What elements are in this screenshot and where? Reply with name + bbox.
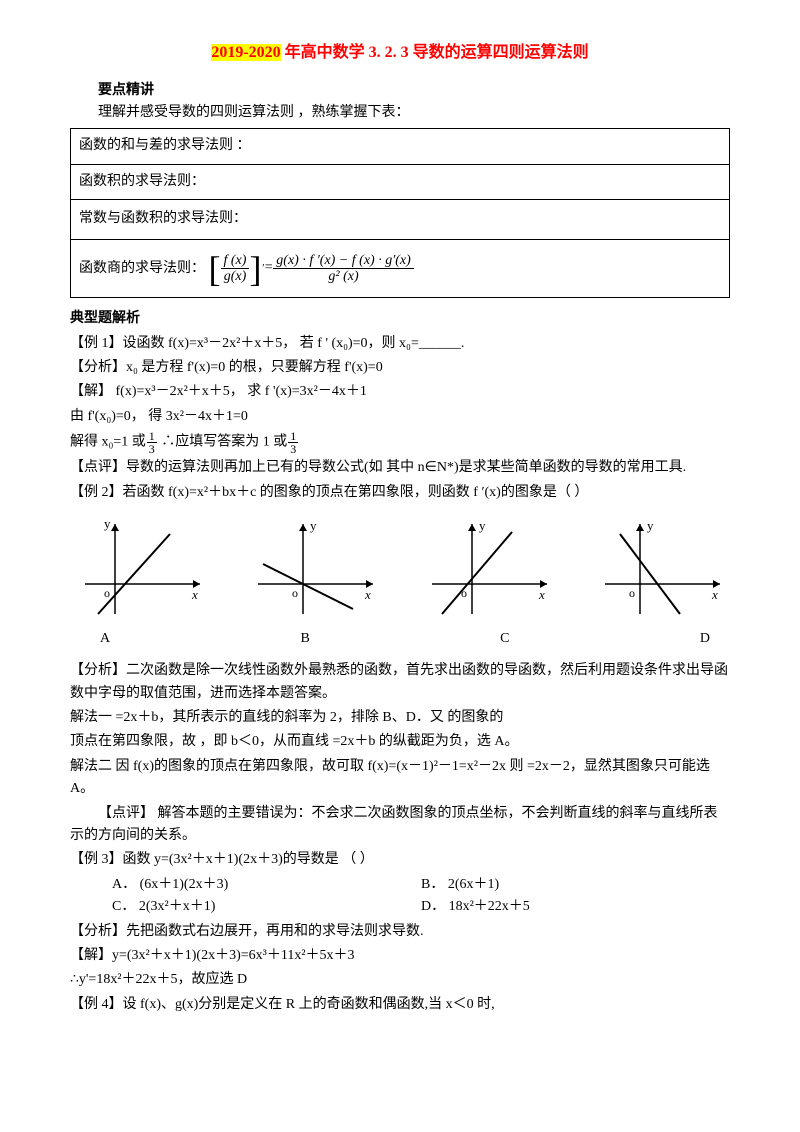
ex3-l1: 【例 3】函数 y=(3x²＋x＋1)(2x＋3)的导数是 （ ） (70, 849, 730, 871)
example-1: 【例 1】设函数 f(x)=x³－2x²＋x＋5， 若 f ' (x₀)=0，则… (70, 333, 730, 480)
left-num: f (x) (221, 253, 250, 269)
title-rest: 年高中数学 3. 2. 3 导数的运算四则运算法则 (281, 44, 589, 61)
ex1-l4: 由 f'(x₀)=0， 得 3x²－4x＋1=0 (70, 406, 730, 428)
ex1-l5b: ∴应填写答案为 1 或 (161, 435, 287, 450)
ex1-l2: 【分析】x₀ 是方程 f'(x)=0 的根，只要解方程 f'(x)=0 (70, 357, 730, 379)
svg-text:y: y (310, 518, 317, 533)
opt-a: A． (6x＋1)(2x＋3) (112, 874, 421, 896)
graph-a: y x o (70, 514, 210, 624)
rule-quotient-label: 函数商的求导法则： (79, 261, 205, 276)
ex1-l6: 【点评】导数的运算法则再加上已有的导数公式(如 其中 n∈N*)是求某些简单函数… (70, 457, 730, 479)
svg-text:y: y (104, 516, 111, 531)
graph-b: y x o (243, 514, 383, 624)
graphs-row: y x o y x o y (70, 514, 730, 624)
svg-text:x: x (538, 587, 545, 602)
ex3-sol1: 【解】y=(3x²＋x＋1)(2x＋3)=6x³＋11x²＋5x＋3 (70, 945, 730, 967)
svg-text:x: x (711, 587, 718, 602)
rule-product: 函数积的求导法则： (71, 164, 730, 199)
ex3-opts-row1: A． (6x＋1)(2x＋3) B． 2(6x＋1) (112, 874, 730, 896)
label-b: B (300, 628, 309, 650)
rules-table: 函数的和与差的求导法则 ： 函数积的求导法则： 常数与函数积的求导法则： 函数商… (70, 128, 730, 298)
section-2-head: 典型题解析 (70, 308, 730, 330)
svg-text:y: y (479, 518, 486, 533)
right-num: g(x) · f ′(x) − f (x) · g′(x) (273, 253, 414, 269)
graph-labels: A B C D (70, 628, 730, 650)
ex1-l3: 【解】 f(x)=x³－2x²＋x＋5， 求 f '(x)=3x²－4x＋1 (70, 381, 730, 403)
ex2-ana4: 解法二 因 f(x)的图象的顶点在第四象限，故可取 f(x)=(x－1)²－1=… (70, 756, 730, 801)
opt-b: B． 2(6x＋1) (421, 874, 730, 896)
rule-sum-diff: 函数的和与差的求导法则 ： (71, 129, 730, 164)
ex3-sol2: ∴y'=18x²＋22x＋5，故应选 D (70, 969, 730, 991)
svg-text:x: x (191, 587, 198, 602)
graph-c: y x o (417, 514, 557, 624)
svg-text:o: o (629, 586, 635, 600)
svg-text:y: y (647, 518, 654, 533)
ex3-opts-row2: C． 2(3x²＋x＋1) D． 18x²＋22x＋5 (112, 896, 730, 918)
svg-text:o: o (104, 586, 110, 600)
example-3: 【例 3】函数 y=(3x²＋x＋1)(2x＋3)的导数是 （ ） A． (6x… (70, 849, 730, 991)
frac-1-3b: 13 (288, 430, 298, 455)
title-highlight: 2019-2020 (211, 44, 280, 61)
graph-d-svg: y x o (590, 514, 730, 624)
right-fraction: g(x) · f ′(x) − f (x) · g′(x) g² (x) (273, 253, 414, 285)
label-c: C (500, 628, 509, 650)
ex1-l1: 【例 1】设函数 f(x)=x³－2x²＋x＋5， 若 f ' (x₀)=0，则… (70, 333, 730, 355)
example-4: 【例 4】设 f(x)、g(x)分别是定义在 R 上的奇函数和偶函数,当 x＜0… (70, 994, 730, 1016)
example-2: 【例 2】若函数 f(x)=x²＋bx＋c 的图象的顶点在第四象限，则函数 f … (70, 482, 730, 848)
equals: = (264, 257, 273, 279)
left-fraction: f (x) g(x) (221, 253, 250, 285)
rule-const-product: 常数与函数积的求导法则： (71, 200, 730, 240)
ex4-l1: 【例 4】设 f(x)、g(x)分别是定义在 R 上的奇函数和偶函数,当 x＜0… (70, 994, 730, 1016)
graph-c-svg: y x o (417, 514, 557, 624)
ex2-ana1: 【分析】二次函数是除一次线性函数外最熟悉的函数，首先求出函数的导函数，然后利用题… (70, 660, 730, 705)
ex2-ana2: 解法一 =2x＋b，其所表示的直线的斜率为 2，排除 B、D．又 的图象的 (70, 707, 730, 729)
label-d: D (700, 628, 710, 650)
label-a: A (100, 628, 110, 650)
right-den: g² (x) (325, 269, 361, 284)
ex3-ana: 【分析】先把函数式右边展开，再用和的求导法则求导数. (70, 921, 730, 943)
section-1-desc: 理解并感受导数的四则运算法则 ，熟练掌握下表： (70, 102, 730, 124)
page-title: 2019-2020 年高中数学 3. 2. 3 导数的运算四则运算法则 (70, 40, 730, 66)
frac-1-3a: 13 (147, 430, 157, 455)
svg-text:o: o (292, 586, 298, 600)
left-bracket: [ (209, 251, 221, 287)
opt-d: D． 18x²＋22x＋5 (421, 896, 730, 918)
ex1-l5a: 解得 x₀=1 或 (70, 435, 146, 450)
ex1-l5: 解得 x₀=1 或13 ∴应填写答案为 1 或13 (70, 430, 730, 455)
section-1-head: 要点精讲 (70, 80, 730, 102)
ex2-ana3: 顶点在第四象限，故 ，即 b＜0，从而直线 =2x＋b 的纵截距为负，选 A。 (70, 731, 730, 753)
opt-c: C． 2(3x²＋x＋1) (112, 896, 421, 918)
svg-text:x: x (364, 587, 371, 602)
quotient-formula: [ f (x) g(x) ] ′ = g(x) · f ′(x) − f (x)… (209, 251, 414, 287)
ex2-l1: 【例 2】若函数 f(x)=x²＋bx＋c 的图象的顶点在第四象限，则函数 f … (70, 482, 730, 504)
graph-a-svg: y x o (70, 514, 210, 624)
ex2-comment: 【点评】 解答本题的主要错误为：不会求二次函数图象的顶点坐标，不会判断直线的斜率… (70, 803, 730, 848)
graph-b-svg: y x o (243, 514, 383, 624)
graph-d: y x o (590, 514, 730, 624)
rule-quotient: 函数商的求导法则： [ f (x) g(x) ] ′ = g(x) · f ′(… (71, 240, 730, 298)
left-den: g(x) (221, 269, 250, 284)
right-bracket: ] (249, 251, 261, 287)
